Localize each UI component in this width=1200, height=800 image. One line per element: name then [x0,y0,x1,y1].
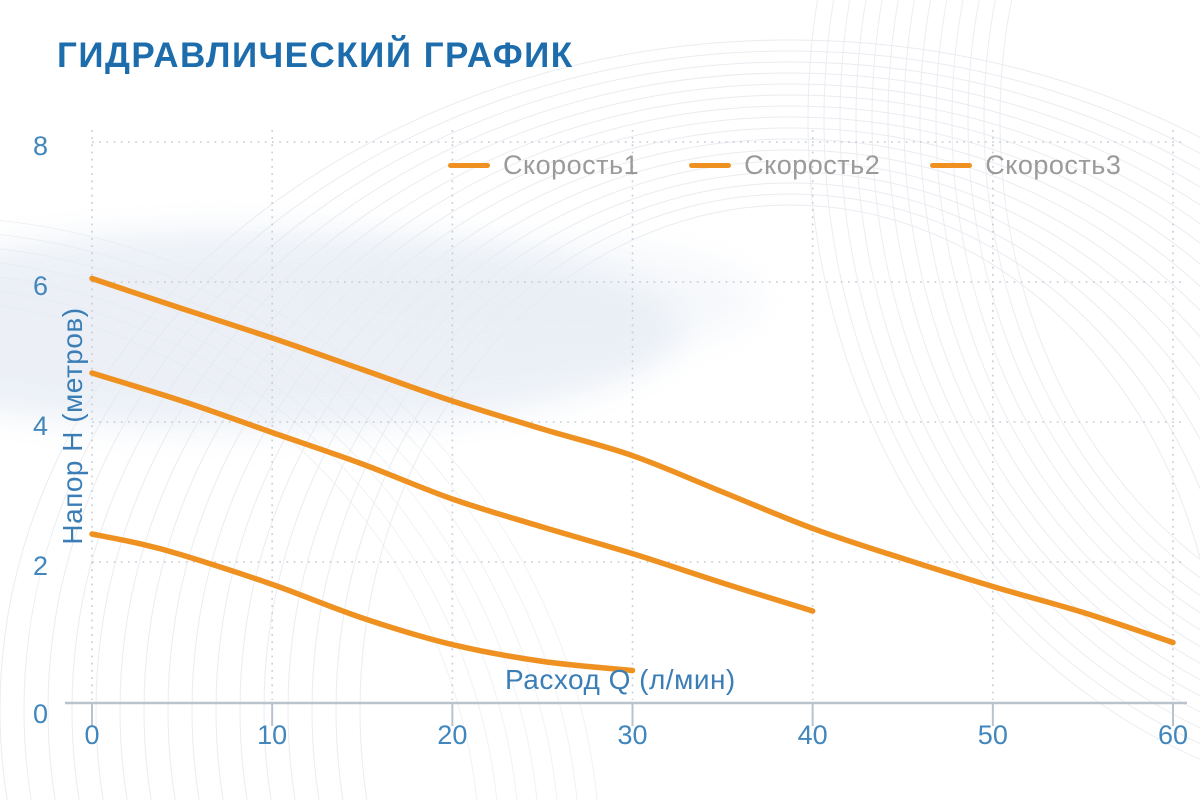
decor-arc [935,0,1200,631]
decor-arc [239,149,1200,800]
decor-arc [143,105,1200,800]
decor-arc [263,160,1200,800]
decor-arc [359,204,1200,800]
decor-arc [191,127,1200,800]
decor-arc [999,0,1200,560]
legend-item-2[interactable]: Скорость2 [689,150,880,181]
legend-item-3[interactable]: Скорость3 [930,150,1121,181]
pump-curves [89,275,1176,674]
decor-arc [903,0,1200,664]
legend-dash-icon [689,163,732,168]
chart-legend: Скорость1 Скорость2 Скорость3 [448,150,1121,181]
background-wave-blob-2 [280,240,760,360]
decor-arc [167,116,1200,800]
decor-arc [287,171,1200,800]
decor-arc [47,61,1200,800]
gridlines [91,130,1186,700]
legend-label: Скорость1 [503,150,640,180]
decor-arc [823,0,1200,744]
decor-arc [983,0,1200,578]
decor-arc [215,138,1200,800]
decor-arc [855,0,1200,713]
x-axis [65,701,1187,726]
legend-item-1[interactable]: Скорость1 [448,150,639,181]
decor-arc [23,50,1200,800]
decor-arc [311,182,1200,800]
decor-arc [119,94,1200,800]
decor-arc [887,0,1200,680]
legend-dash-icon [448,163,490,168]
curve-Скорость3 [89,275,1176,646]
decor-arc [0,39,1200,800]
decor-arc [807,0,1200,760]
page-title: ГИДРАВЛИЧЕСКИЙ ГРАФИК [57,36,574,75]
decor-arc [95,83,1200,800]
decor-arc [951,0,1200,614]
curve-Скорость1 [89,531,636,674]
curve-Скорость2 [89,370,816,614]
legend-label: Скорость3 [985,150,1122,180]
decor-arc [839,0,1200,729]
decor-arc [919,0,1200,648]
decor-arc [335,193,1200,800]
decor-arc [967,0,1200,596]
legend-dash-icon [930,163,973,168]
decor-arc [871,0,1200,697]
legend-label: Скорость2 [744,150,881,180]
decor-arc [71,72,1200,800]
